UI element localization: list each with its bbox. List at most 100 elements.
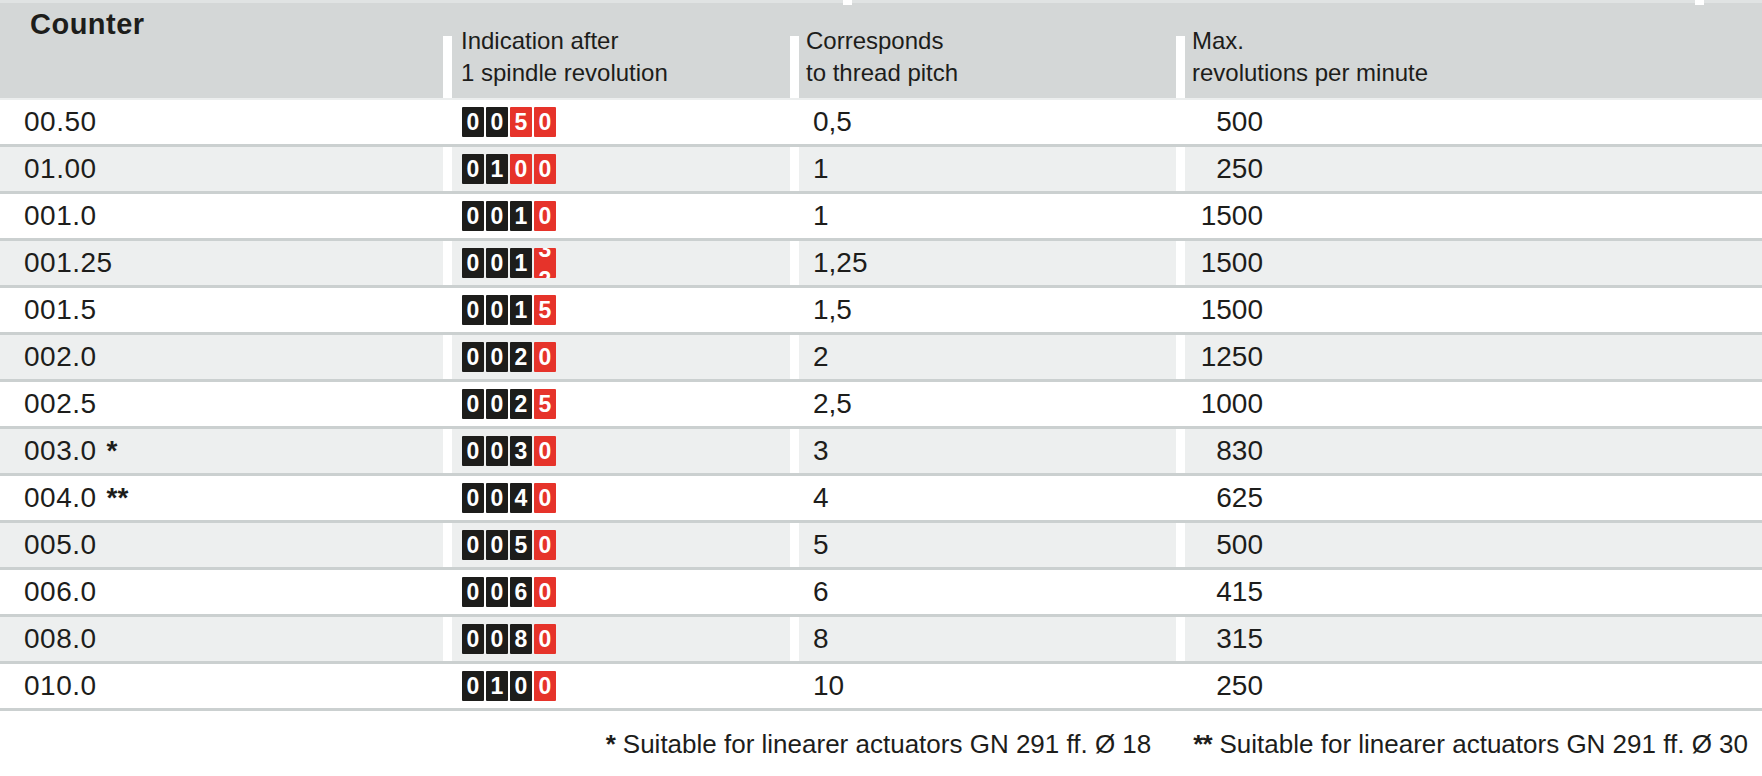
- counter-value: 002.5: [24, 388, 97, 420]
- top-edge-strip: [0, 0, 1762, 3]
- counter-digit: 0: [462, 154, 484, 184]
- max-rpm-value: 1500: [1193, 294, 1263, 326]
- thread-pitch-cell: 10: [799, 664, 1176, 708]
- counter-digit: 0: [486, 107, 508, 137]
- table-row: 01.0001001250: [0, 147, 1762, 191]
- counter-cell: 004.0**: [0, 476, 443, 520]
- indication-cell: 0080: [452, 617, 790, 661]
- counter-value: 01.00: [24, 153, 97, 185]
- footnote-text: Suitable for linearer actuators GN 291 f…: [623, 729, 1151, 759]
- table-row: 002.0002021250: [0, 335, 1762, 379]
- counter-digit: 0: [462, 577, 484, 607]
- indication-cell: 00132: [452, 241, 790, 285]
- column-header-line: revolutions per minute: [1192, 59, 1428, 86]
- table-row: 001.25001321,251500: [0, 241, 1762, 285]
- column-divider: [1176, 36, 1185, 98]
- counter-digit: 0: [534, 530, 556, 560]
- thread-pitch-cell: 6: [799, 570, 1176, 614]
- counter-cell: 001.25: [0, 241, 443, 285]
- column-header-line: Indication after: [461, 27, 618, 54]
- max-rpm-cell: 250: [1185, 147, 1762, 191]
- counter-digit: 5: [534, 295, 556, 325]
- thread-pitch-cell: 1: [799, 147, 1176, 191]
- counter-digit: 0: [534, 624, 556, 654]
- max-rpm-cell: 500: [1185, 100, 1762, 144]
- counter-value: 006.0: [24, 576, 97, 608]
- max-rpm-cell: 1250: [1185, 335, 1762, 379]
- counter-display: 0010: [462, 201, 556, 231]
- counter-cell: 006.0: [0, 570, 443, 614]
- max-rpm-value: 1500: [1193, 247, 1263, 279]
- counter-cell: 01.00: [0, 147, 443, 191]
- table-row: 006.000606415: [0, 570, 1762, 614]
- counter-digit: 2: [510, 389, 532, 419]
- table-rows: 00.5000500,550001.0001001250001.00010115…: [0, 100, 1762, 711]
- max-rpm-value: 315: [1193, 623, 1263, 655]
- catalog-table-page: Counter Indication after 1 spindle revol…: [0, 0, 1762, 776]
- rolling-digit-next: 3: [534, 248, 556, 264]
- counter-digit: 0: [462, 389, 484, 419]
- column-header-line: Corresponds: [806, 27, 943, 54]
- table-row: 00.5000500,5500: [0, 100, 1762, 144]
- counter-cell: 002.0: [0, 335, 443, 379]
- counter-digit: 1: [510, 295, 532, 325]
- counter-digit: 0: [534, 342, 556, 372]
- table-row: 003.0*00303830: [0, 429, 1762, 473]
- top-edge-notch: [843, 0, 852, 5]
- column-header-line: Max.: [1192, 27, 1244, 54]
- indication-cell: 0010: [452, 194, 790, 238]
- footnote-single-asterisk: *Suitable for linearer actuators GN 291 …: [606, 729, 1152, 760]
- max-rpm-value: 415: [1193, 576, 1263, 608]
- thread-pitch-cell: 3: [799, 429, 1176, 473]
- table-row: 005.000505500: [0, 523, 1762, 567]
- counter-digit: 0: [534, 107, 556, 137]
- counter-digit: 0: [510, 671, 532, 701]
- max-rpm-value: 1000: [1193, 388, 1263, 420]
- table-row: 010.0010010250: [0, 664, 1762, 708]
- counter-digit: 2: [510, 342, 532, 372]
- counter-cell: 010.0: [0, 664, 443, 708]
- counter-value: 004.0: [24, 482, 97, 514]
- footnote-marker: *: [107, 435, 118, 467]
- counter-digit: 3: [510, 436, 532, 466]
- indication-cell: 0025: [452, 382, 790, 426]
- max-rpm-cell: 500: [1185, 523, 1762, 567]
- counter-display: 0040: [462, 483, 556, 513]
- column-header-line: 1 spindle revolution: [461, 59, 668, 86]
- counter-digit: 5: [510, 107, 532, 137]
- counter-digit: 0: [486, 295, 508, 325]
- counter-digit: 0: [486, 577, 508, 607]
- counter-display: 0050: [462, 530, 556, 560]
- counter-display: 0030: [462, 436, 556, 466]
- counter-digit: 0: [462, 248, 484, 278]
- counter-display: 0050: [462, 107, 556, 137]
- max-rpm-cell: 415: [1185, 570, 1762, 614]
- counter-digit: 0: [462, 436, 484, 466]
- counter-value: 002.0: [24, 341, 97, 373]
- counter-digit: 0: [534, 483, 556, 513]
- counter-digit: 0: [534, 154, 556, 184]
- counter-digit: 1: [510, 201, 532, 231]
- max-rpm-value: 625: [1193, 482, 1263, 514]
- table-row: 008.000808315: [0, 617, 1762, 661]
- counter-digit: 4: [510, 483, 532, 513]
- thread-pitch-cell: 4: [799, 476, 1176, 520]
- column-divider: [443, 36, 452, 98]
- max-rpm-cell: 1500: [1185, 194, 1762, 238]
- max-rpm-value: 500: [1193, 529, 1263, 561]
- max-rpm-cell: 625: [1185, 476, 1762, 520]
- counter-value: 010.0: [24, 670, 97, 702]
- counter-value: 003.0: [24, 435, 97, 467]
- table-row: 001.500151,51500: [0, 288, 1762, 332]
- counter-display: 0100: [462, 154, 556, 184]
- counter-digit: 0: [486, 201, 508, 231]
- footnote-marker: **: [1193, 729, 1211, 759]
- counter-digit: 5: [510, 530, 532, 560]
- top-edge-notch: [1695, 0, 1704, 5]
- max-rpm-value: 830: [1193, 435, 1263, 467]
- max-rpm-cell: 1500: [1185, 241, 1762, 285]
- counter-cell: 00.50: [0, 100, 443, 144]
- counter-cell: 003.0 *: [0, 429, 443, 473]
- column-header-line: to thread pitch: [806, 59, 958, 86]
- counter-digit: 5: [534, 389, 556, 419]
